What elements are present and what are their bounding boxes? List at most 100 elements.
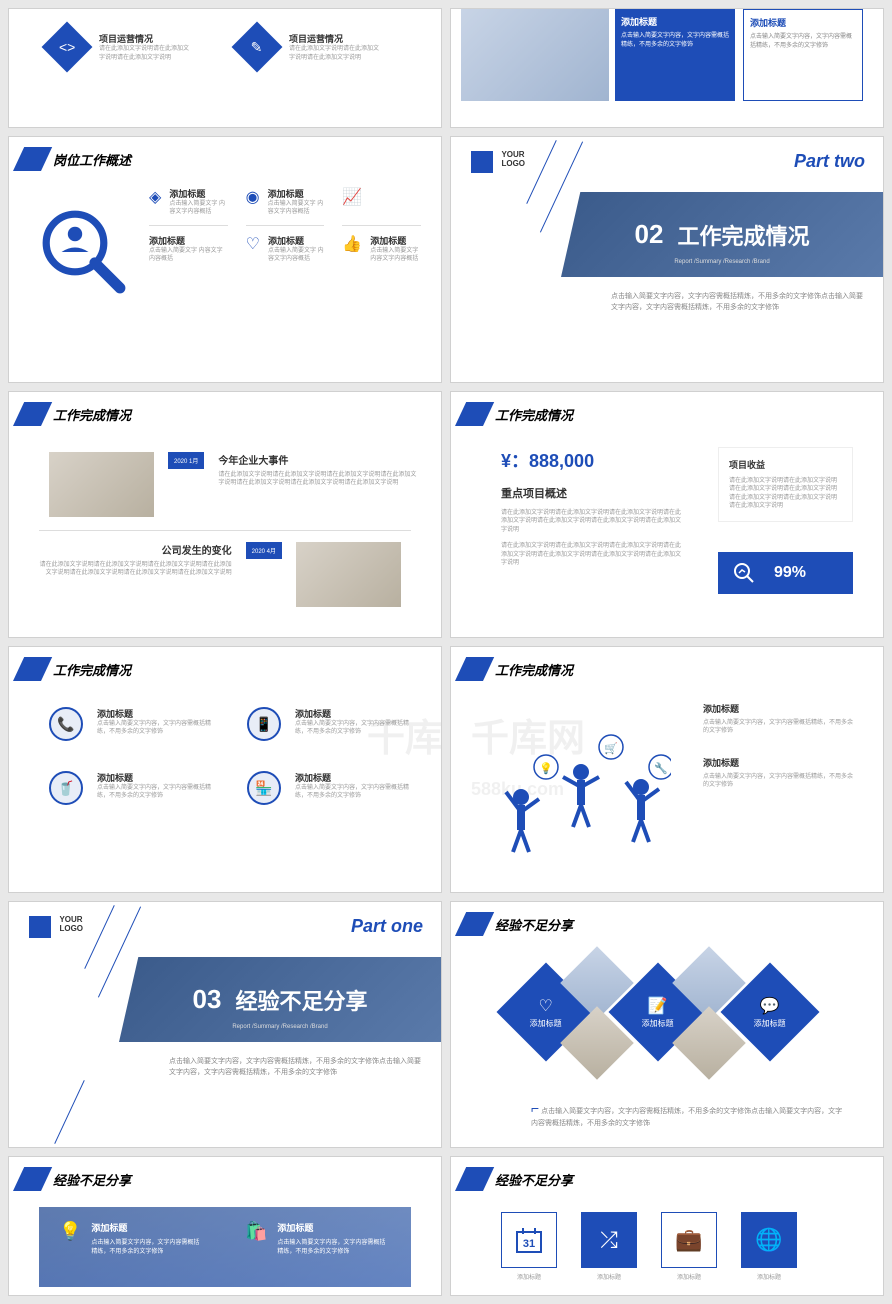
globe-block: 🌐: [741, 1212, 797, 1268]
magnifier-icon: [39, 207, 129, 297]
svg-text:💡: 💡: [539, 762, 553, 775]
logo-text-1: YOUR: [501, 150, 524, 159]
item-desc: 点击输入简要文字内容，文字内容需概括精练，不用多余的文字修饰: [277, 1237, 391, 1255]
item-title: 添加标题: [169, 187, 227, 200]
thumb-icon: 👍: [342, 234, 362, 264]
diamond-label: 添加标题: [754, 1018, 786, 1029]
change-desc: 请在此添加文字说明请在此添加文字说明请在此添加文字说明请在此添加文字说明请在此添…: [39, 561, 232, 578]
block-label: 添加标题: [501, 1274, 557, 1282]
logo-icon: [29, 916, 51, 938]
item-desc: 点击输入简要文字 内容文字内容概括: [149, 247, 228, 264]
slide-city-bg: 经验不足分享 💡 添加标题点击输入简要文字内容，文字内容需概括精练，不用多余的文…: [8, 1156, 442, 1296]
item-label: 项目运营情况: [289, 32, 379, 45]
slide-title: 工作完成情况: [53, 405, 131, 424]
item-title: 添加标题: [295, 771, 415, 784]
item-title: 添加标题: [97, 707, 217, 720]
slide-diamonds: 经验不足分享 ♡添加标题 📝添加标题 💬添加标题 ⌐ 点击输入简要文字内容，文字…: [450, 901, 884, 1148]
item-title: 添加标题: [370, 234, 421, 247]
slide-title: 工作完成情况: [53, 660, 131, 679]
slide-job-overview: 岗位工作概述 ◈ 添加标题点击输入简要文字 内容文字内容概括 ◉ 添加标题点击输…: [8, 136, 442, 383]
change-title: 公司发生的变化: [39, 542, 232, 557]
section-banner: 03 经验不足分享 Report /Summary /Research /Bra…: [119, 957, 441, 1042]
item-desc: 点击输入简要文字内容，文字内容需概括精练，不用多余的文字修饰: [703, 773, 853, 790]
item-desc: 点击输入简要文字 内容文字内容概括: [370, 247, 421, 264]
logo-text-2: LOGO: [501, 159, 525, 168]
diamond-label: 添加标题: [530, 1018, 562, 1029]
slide-title: 经验不足分享: [495, 915, 573, 934]
event-title: 今年企业大事件: [218, 452, 421, 467]
date-tag: 2020 4月: [246, 542, 282, 559]
section-subtitle: Report /Summary /Research /Brand: [119, 1024, 441, 1030]
slide-icon-grid: 工作完成情况 千库网 📞 添加标题点击输入简要文字内容，文字内容需概括精练，不用…: [8, 646, 442, 893]
diamond-icon: ◈: [149, 187, 161, 217]
price-value: ¥：888,000: [501, 447, 681, 473]
block-label: 添加标题: [661, 1274, 717, 1282]
desc: 请在此添加文字说明请在此添加文字说明请在此添加文字说明请在此添加文字说明请在此添…: [501, 542, 681, 567]
slide-title: 经验不足分享: [495, 1170, 573, 1189]
heart-icon: ♡: [246, 234, 260, 264]
date-tag: 2020 1月: [168, 452, 204, 469]
item-title: 添加标题: [97, 771, 217, 784]
slide-part-one: YOURLOGO Part one 03 经验不足分享 Report /Summ…: [8, 901, 442, 1148]
block-label: 添加标题: [581, 1274, 637, 1282]
item-title: 添加标题: [703, 756, 853, 769]
eye-icon: ◉: [246, 187, 260, 217]
shuffle-block: ⤮: [581, 1212, 637, 1268]
item-title: 添加标题: [295, 707, 415, 720]
image-placeholder: [49, 452, 154, 517]
image-placeholder: [461, 9, 609, 101]
block-label: 添加标题: [741, 1274, 797, 1282]
section-number: 02: [635, 219, 664, 250]
part-label: Part one: [351, 916, 423, 937]
slide-timeline: 工作完成情况 2020 1月 今年企业大事件 请在此添加文字说明请在此添加文字说…: [8, 391, 442, 638]
magnifier-icon: [732, 561, 756, 585]
item-title: 添加标题: [268, 234, 324, 247]
box-title: 添加标题: [621, 15, 729, 28]
logo-icon: [471, 151, 493, 173]
item-desc: 请在此添加文字说明请在此添加文字说明请在此添加文字说明: [289, 45, 379, 62]
slide-revenue: 工作完成情况 ¥：888,000 重点项目概述 请在此添加文字说明请在此添加文字…: [450, 391, 884, 638]
svg-text:31: 31: [523, 1238, 535, 1250]
item-desc: 点击输入简要文字 内容文字内容概括: [268, 200, 325, 217]
income-desc: 请在此添加文字说明请在此添加文字说明请在此添加文字说明请在此添加文字说明请在此添…: [729, 477, 842, 511]
briefcase-block: 💼: [661, 1212, 717, 1268]
diamond-label: 添加标题: [642, 1018, 674, 1029]
section-number: 03: [193, 984, 222, 1015]
mobile-icon: 📱: [247, 707, 281, 741]
item-desc: 点击输入简要文字内容，文字内容需概括精练，不用多余的文字修饰: [91, 1237, 205, 1255]
item-title: 添加标题: [703, 702, 853, 715]
item-desc: 点击输入简要文字内容，文字内容需概括精练，不用多余的文字修饰: [703, 719, 853, 736]
section-desc: 点击输入简要文字内容，文字内容需概括精炼，不用多余的文字修饰点击输入简要文字内容…: [611, 292, 863, 313]
slide-icon-blocks: 经验不足分享 31 添加标题 ⤮ 添加标题 💼 添加标题 🌐 添加标题: [450, 1156, 884, 1296]
svg-text:🛒: 🛒: [604, 742, 618, 755]
item-desc: 点击输入简要文字内容，文字内容需概括精练，不用多余的文字修饰: [97, 720, 217, 737]
cup-icon: 🥤: [49, 771, 83, 805]
city-background: 💡 添加标题点击输入简要文字内容，文字内容需概括精练，不用多余的文字修饰 🛍️ …: [39, 1207, 411, 1287]
slide-title: 经验不足分享: [53, 1170, 131, 1189]
item-title: 添加标题: [268, 187, 325, 200]
image-placeholder: [296, 542, 401, 607]
section-title: 经验不足分享: [235, 984, 367, 1016]
team-illustration: 💡 🛒 🔧: [491, 727, 671, 857]
item-desc: 请在此添加文字说明请在此添加文字说明请在此添加文字说明: [99, 45, 189, 62]
info-box-1: 添加标题 点击输入简要文字内容，文字内容需概括精练，不用多余的文字修饰: [615, 9, 735, 101]
info-box-2: 添加标题 点击输入简要文字内容，文字内容需概括精练，不用多余的文字修饰: [743, 9, 863, 101]
box-title: 添加标题: [750, 16, 856, 29]
item-desc: 点击输入简要文字内容，文字内容需概括精练，不用多余的文字修饰: [295, 720, 415, 737]
income-label: 项目收益: [729, 458, 842, 471]
footer-desc: ⌐ 点击输入简要文字内容，文字内容需概括精炼，不用多余的文字修饰点击输入简要文字…: [531, 1098, 843, 1130]
slide-title: 岗位工作概述: [53, 150, 131, 169]
logo-text-2: LOGO: [59, 924, 83, 933]
box-desc: 点击输入简要文字内容，文字内容需概括精练，不用多余的文字修饰: [621, 32, 729, 50]
percent-value: 99%: [774, 564, 806, 582]
slide-part-two: YOURLOGO Part two 02 工作完成情况 Report /Summ…: [450, 136, 884, 383]
slide-2: 添加标题 点击输入简要文字内容，文字内容需概括精练，不用多余的文字修饰 添加标题…: [450, 8, 884, 128]
phone-icon: 📞: [49, 707, 83, 741]
item-desc: 点击输入简要文字 内容文字内容概括: [268, 247, 324, 264]
section-desc: 点击输入简要文字内容，文字内容需概括精炼，不用多余的文字修饰点击输入简要文字内容…: [169, 1057, 421, 1078]
section-banner: 02 工作完成情况 Report /Summary /Research /Bra…: [561, 192, 883, 277]
item-desc: 点击输入简要文字 内容文字内容概括: [169, 200, 227, 217]
calendar-block: 31: [501, 1212, 557, 1268]
logo-text-1: YOUR: [59, 915, 82, 924]
pencil-icon: ✎: [232, 22, 283, 73]
